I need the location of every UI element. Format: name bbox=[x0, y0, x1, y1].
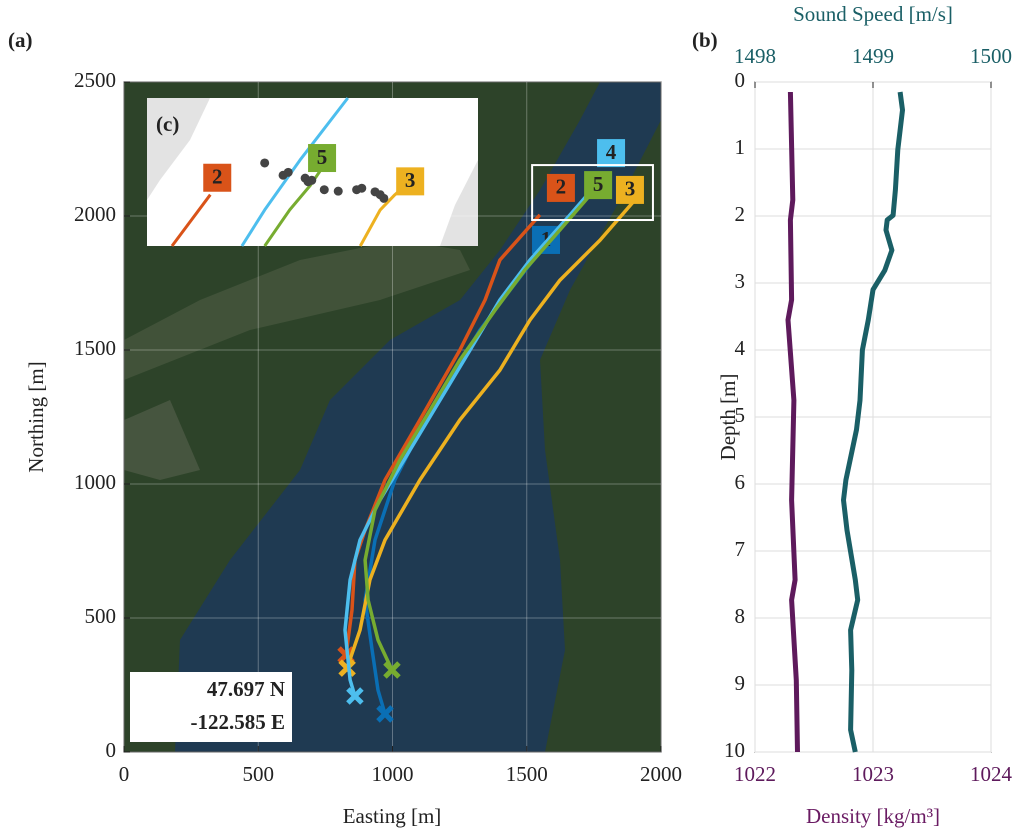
label-box bbox=[615, 175, 644, 204]
track-line bbox=[344, 213, 542, 656]
label-box bbox=[546, 173, 575, 202]
y-tick-label: 500 bbox=[85, 604, 117, 628]
series-label: 4 bbox=[606, 140, 617, 164]
x2-axis-label: Sound Speed [m/s] bbox=[793, 2, 953, 26]
y-tick-label: 5 bbox=[735, 403, 746, 427]
y-tick-label: 7 bbox=[735, 537, 746, 561]
x-tick-label: 1022 bbox=[734, 762, 776, 786]
inset-land bbox=[440, 160, 478, 246]
label-box bbox=[308, 144, 337, 173]
end-marker bbox=[346, 687, 364, 705]
panel-label: (c) bbox=[156, 112, 179, 136]
panel-label: (b) bbox=[692, 28, 718, 52]
series-label: 1 bbox=[541, 227, 552, 251]
track-line bbox=[170, 193, 212, 247]
y-tick-label: 1 bbox=[735, 135, 746, 159]
zoom-box bbox=[531, 164, 654, 222]
series-label: 5 bbox=[593, 172, 604, 196]
y-tick-label: 3 bbox=[735, 269, 746, 293]
track-line bbox=[343, 178, 602, 697]
x-tick-label: 1000 bbox=[372, 762, 414, 786]
x-axis-label: Density [kg/m³] bbox=[806, 804, 940, 828]
series-label: 2 bbox=[212, 165, 223, 189]
point bbox=[283, 167, 293, 177]
developed-area bbox=[124, 400, 200, 480]
y-tick-label: 0 bbox=[106, 738, 117, 762]
profile-line bbox=[841, 91, 905, 753]
series-label: 2 bbox=[556, 175, 567, 199]
track-line bbox=[363, 193, 592, 671]
point bbox=[307, 175, 317, 185]
end-marker bbox=[338, 659, 356, 677]
label-box bbox=[396, 167, 425, 196]
panel-label: (a) bbox=[8, 28, 33, 52]
x-tick-label: 1023 bbox=[852, 762, 894, 786]
end-marker bbox=[376, 705, 394, 723]
point bbox=[333, 186, 343, 196]
y-axis-label: Northing [m] bbox=[24, 361, 48, 472]
label-box bbox=[203, 163, 232, 192]
track-line bbox=[263, 167, 324, 247]
y-tick-label: 0 bbox=[735, 68, 746, 92]
x-tick-label: 500 bbox=[243, 762, 275, 786]
point bbox=[357, 183, 367, 193]
y-tick-label: 10 bbox=[724, 738, 745, 762]
annotation: 47.697 N bbox=[207, 677, 285, 701]
profile-line bbox=[785, 91, 800, 753]
y-tick-label: 2000 bbox=[74, 202, 116, 226]
x-tick-label: 0 bbox=[119, 762, 130, 786]
developed-area bbox=[124, 240, 470, 380]
y-tick-label: 8 bbox=[735, 604, 746, 628]
track-line bbox=[240, 97, 349, 247]
x2-tick-label: 1500 bbox=[970, 44, 1012, 68]
y-tick-label: 4 bbox=[735, 336, 746, 360]
label-box bbox=[597, 139, 626, 168]
annotation: -122.585 E bbox=[191, 710, 286, 734]
x2-tick-label: 1498 bbox=[734, 44, 776, 68]
series-label: 3 bbox=[405, 168, 416, 192]
y-axis-label: Depth [m] bbox=[716, 374, 740, 461]
point bbox=[319, 185, 329, 195]
x-axis-label: Easting [m] bbox=[343, 804, 442, 828]
y-tick-label: 9 bbox=[735, 671, 746, 695]
annotation-box bbox=[130, 672, 292, 742]
y-tick-label: 6 bbox=[735, 470, 746, 494]
x2-tick-label: 1499 bbox=[852, 44, 894, 68]
point bbox=[260, 158, 270, 168]
inset-land bbox=[147, 98, 210, 200]
y-tick-label: 1000 bbox=[74, 470, 116, 494]
series-label: 3 bbox=[625, 177, 636, 201]
x-tick-label: 1500 bbox=[506, 762, 548, 786]
series-label: 5 bbox=[317, 145, 328, 169]
x-tick-label: 2000 bbox=[640, 762, 682, 786]
end-marker bbox=[383, 661, 401, 679]
y-tick-label: 2 bbox=[735, 202, 746, 226]
point bbox=[379, 193, 389, 203]
label-box bbox=[584, 171, 613, 200]
y-tick-label: 2500 bbox=[74, 68, 116, 92]
y-tick-label: 1500 bbox=[74, 336, 116, 360]
x-tick-label: 1024 bbox=[970, 762, 1013, 786]
